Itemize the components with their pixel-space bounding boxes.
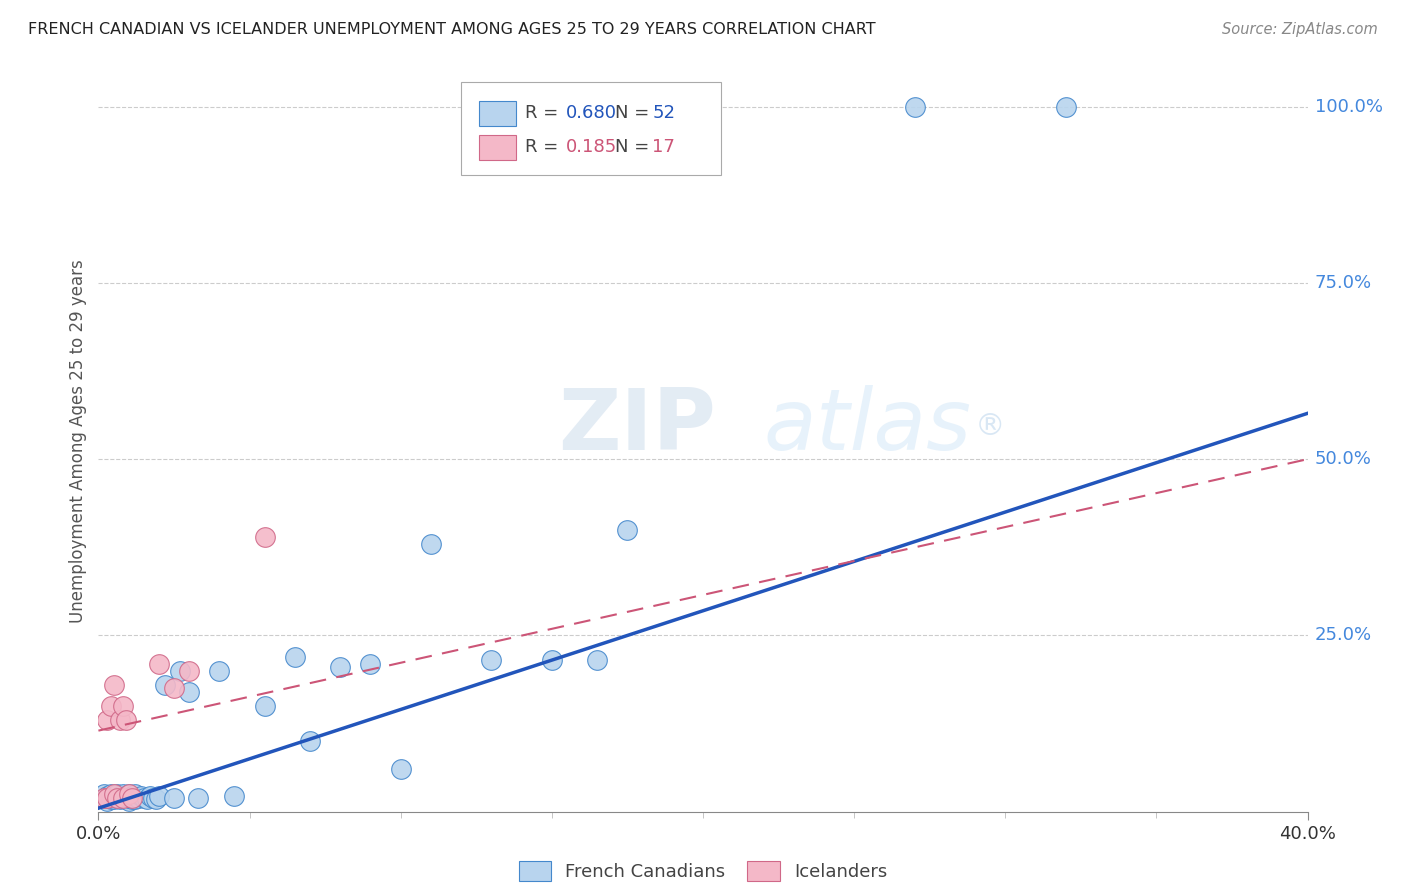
Bar	[479, 135, 516, 161]
Text: R =: R =	[526, 138, 564, 156]
Text: 100.0%: 100.0%	[1315, 97, 1382, 116]
Text: 0.680: 0.680	[567, 104, 617, 122]
Point	[96, 713, 118, 727]
Point	[103, 787, 125, 801]
Point	[103, 792, 125, 806]
Text: Source: ZipAtlas.com: Source: ZipAtlas.com	[1222, 22, 1378, 37]
Point	[114, 789, 136, 804]
Point	[142, 790, 165, 805]
Point	[145, 792, 167, 806]
Text: 0.185: 0.185	[567, 138, 617, 156]
Y-axis label: Unemployment Among Ages 25 to 29 years: Unemployment Among Ages 25 to 29 years	[69, 260, 87, 624]
Point	[360, 657, 382, 671]
Point	[153, 678, 176, 692]
Point	[299, 734, 322, 748]
Text: 25.0%: 25.0%	[1315, 626, 1372, 644]
Text: ZIP: ZIP	[558, 385, 716, 468]
Point	[389, 763, 412, 777]
Point	[177, 685, 201, 699]
Point	[616, 523, 638, 537]
Point	[111, 790, 134, 805]
Point	[121, 792, 143, 806]
Point	[105, 790, 128, 805]
Point	[139, 789, 162, 804]
Point	[586, 653, 609, 667]
Text: N =: N =	[614, 138, 655, 156]
Point	[118, 794, 141, 808]
Point	[419, 537, 441, 551]
Point	[121, 789, 143, 804]
Point	[100, 792, 122, 806]
Point	[93, 790, 115, 805]
Point	[121, 790, 143, 805]
Legend: French Canadians, Icelanders: French Canadians, Icelanders	[519, 862, 887, 881]
Point	[118, 790, 141, 805]
Text: atlas: atlas	[763, 385, 972, 468]
Point	[114, 713, 136, 727]
Point	[129, 789, 152, 804]
Point	[124, 792, 146, 806]
Text: 75.0%: 75.0%	[1315, 274, 1372, 292]
Text: ®: ®	[976, 412, 1005, 442]
Point	[108, 713, 131, 727]
Point	[208, 664, 231, 678]
Point	[100, 698, 122, 713]
Point	[93, 790, 115, 805]
Point	[103, 789, 125, 804]
Point	[96, 794, 118, 808]
Bar	[479, 101, 516, 126]
Point	[329, 660, 352, 674]
Point	[111, 790, 134, 805]
Point	[163, 681, 186, 696]
Point	[127, 790, 149, 805]
Point	[114, 792, 136, 806]
Point	[105, 787, 128, 801]
Point	[132, 790, 155, 805]
Point	[253, 698, 276, 713]
Point	[108, 789, 131, 804]
Point	[105, 790, 128, 805]
Point	[96, 790, 118, 805]
Point	[224, 789, 246, 804]
Point	[253, 530, 276, 544]
Point	[163, 790, 186, 805]
Point	[103, 790, 125, 805]
Point	[111, 787, 134, 801]
Point	[96, 789, 118, 804]
Point	[169, 664, 191, 678]
FancyBboxPatch shape	[461, 82, 721, 175]
Point	[148, 789, 170, 804]
Point	[148, 657, 170, 671]
Point	[111, 698, 134, 713]
Point	[904, 100, 927, 114]
Point	[540, 653, 562, 667]
Point	[481, 653, 503, 667]
Point	[284, 649, 307, 664]
Point	[108, 792, 131, 806]
Point	[124, 787, 146, 801]
Point	[103, 678, 125, 692]
Point	[100, 787, 122, 801]
Point	[187, 790, 209, 805]
Text: R =: R =	[526, 104, 564, 122]
Point	[118, 787, 141, 801]
Point	[1054, 100, 1077, 114]
Text: 50.0%: 50.0%	[1315, 450, 1371, 468]
Text: 17: 17	[652, 138, 675, 156]
Point	[135, 792, 157, 806]
Point	[118, 787, 141, 801]
Point	[93, 787, 115, 801]
Point	[177, 664, 201, 678]
Text: 52: 52	[652, 104, 675, 122]
Text: N =: N =	[614, 104, 655, 122]
Text: FRENCH CANADIAN VS ICELANDER UNEMPLOYMENT AMONG AGES 25 TO 29 YEARS CORRELATION : FRENCH CANADIAN VS ICELANDER UNEMPLOYMEN…	[28, 22, 876, 37]
